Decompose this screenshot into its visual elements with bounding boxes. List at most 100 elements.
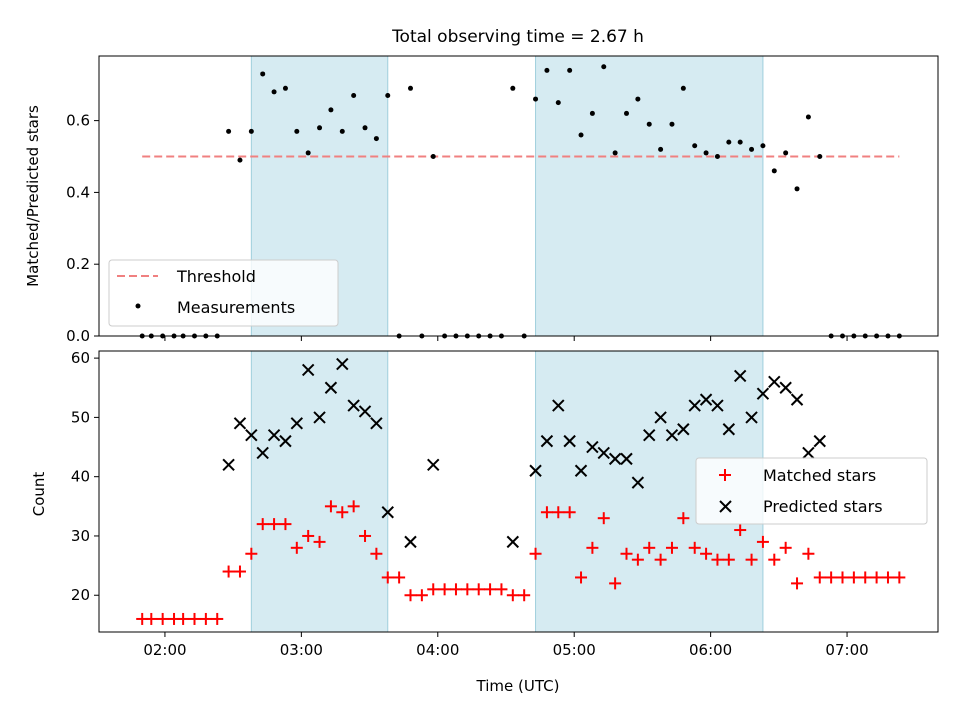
legend-predicted-swatch xyxy=(719,500,732,513)
measurement-point xyxy=(726,139,732,145)
measurement-point xyxy=(567,67,573,73)
predicted-star-point xyxy=(756,387,770,400)
matched-star-point xyxy=(222,565,235,578)
bottom-y-axis-label: Count xyxy=(30,472,48,517)
top-y-ticks: 0.0 0.2 0.4 0.6 xyxy=(66,112,99,345)
measurement-point xyxy=(737,139,743,145)
top-y-tick-label: 0.4 xyxy=(66,183,90,201)
predicted-star-point xyxy=(620,452,633,466)
x-tick-label: 05:00 xyxy=(553,641,596,659)
legend-matched-swatch xyxy=(719,469,731,481)
measurement-point xyxy=(271,89,277,95)
predicted-star-point xyxy=(540,434,554,448)
measurement-point xyxy=(362,125,368,131)
measurement-point xyxy=(544,67,550,73)
predicted-star-point xyxy=(506,535,520,549)
measurement-point xyxy=(760,143,766,149)
matched-star-point xyxy=(449,583,462,596)
predicted-star-point xyxy=(745,411,758,424)
bottom-panel: 20 30 40 50 60 02:00 03:00 04:00 05:00 06:00 07:0… xyxy=(30,349,939,695)
legend-threshold-label: Threshold xyxy=(176,267,256,286)
bottom-axes-frame xyxy=(98,350,939,633)
predicted-star-point xyxy=(631,476,645,489)
matched-star-point xyxy=(438,583,451,596)
top-y-axis-label: Matched/Predicted stars xyxy=(24,105,42,287)
bottom-shaded-interval xyxy=(250,350,389,633)
matched-star-point xyxy=(654,553,667,566)
predicted-star-point xyxy=(733,369,747,383)
top-shaded-intervals xyxy=(250,55,764,337)
bottom-x-ticks: 02:00 03:00 04:00 05:00 06:00 07:00 xyxy=(143,632,869,659)
bottom-y-tick-label: 30 xyxy=(71,527,90,545)
matched-star-point xyxy=(597,512,610,525)
measurement-point xyxy=(282,85,288,91)
bottom-legend: Matched stars Predicted stars xyxy=(695,457,928,525)
matched-star-point xyxy=(256,518,269,531)
matched-star-point xyxy=(233,565,246,578)
predicted-star-point xyxy=(597,446,610,460)
matched-star-point xyxy=(609,577,622,590)
measurement-point xyxy=(305,150,311,156)
measurement-point xyxy=(714,154,720,160)
predicted-star-point xyxy=(381,506,394,519)
matched-star-point xyxy=(279,518,292,531)
top-axes-frame xyxy=(98,55,939,337)
predicted-star-point xyxy=(301,363,315,377)
predicted-star-point xyxy=(563,434,576,448)
top-y-tick-label: 0.6 xyxy=(66,112,90,130)
matched-star-point xyxy=(472,583,485,596)
matched-star-point xyxy=(665,541,678,554)
matched-star-point xyxy=(211,612,224,625)
x-tick-label: 03:00 xyxy=(280,641,323,659)
measurement-point xyxy=(658,146,664,152)
matched-star-point xyxy=(336,506,349,519)
predicted-star-point xyxy=(654,411,667,424)
predicted-star-point xyxy=(574,464,588,477)
matched-stars-points xyxy=(136,500,906,625)
predicted-star-point xyxy=(790,393,804,406)
matched-star-point xyxy=(791,577,804,590)
measurement-point xyxy=(612,150,618,156)
measurement-point xyxy=(351,92,357,98)
matched-star-point xyxy=(268,518,281,531)
predicted-star-point xyxy=(768,375,781,389)
predicted-star-point xyxy=(529,464,542,477)
predicted-stars-points xyxy=(222,357,826,549)
bottom-y-tick-label: 50 xyxy=(71,408,90,426)
top-legend-box xyxy=(108,259,339,327)
top-shaded-interval xyxy=(535,55,764,337)
measurement-point xyxy=(749,146,755,152)
predicted-star-point xyxy=(586,440,599,454)
predicted-star-point xyxy=(347,399,360,412)
matched-star-point xyxy=(540,506,553,519)
predicted-star-point xyxy=(336,357,349,371)
predicted-star-point xyxy=(677,423,690,436)
predicted-star-point xyxy=(802,446,815,460)
measurement-point xyxy=(703,150,709,156)
predicted-star-point xyxy=(643,428,656,442)
x-tick-label: 07:00 xyxy=(825,641,868,659)
measurement-point xyxy=(817,154,823,160)
predicted-star-point xyxy=(267,428,281,442)
measurement-point xyxy=(510,85,516,91)
matched-star-point xyxy=(359,529,372,542)
measurement-point xyxy=(555,100,561,106)
legend-matched-label: Matched stars xyxy=(763,466,876,485)
matched-star-point xyxy=(745,553,758,566)
matched-star-point xyxy=(722,553,735,566)
matched-star-point xyxy=(734,524,747,537)
matched-star-point xyxy=(643,541,656,554)
measurement-point xyxy=(260,71,266,77)
measurement-point xyxy=(601,64,607,70)
bottom-y-tick-label: 20 xyxy=(71,586,90,604)
predicted-star-point xyxy=(665,428,679,442)
predicted-star-point xyxy=(404,535,417,549)
measurement-point xyxy=(385,92,391,98)
predicted-star-point xyxy=(722,423,736,436)
measurement-point xyxy=(669,121,675,127)
measurement-point xyxy=(635,96,641,102)
measurement-point xyxy=(794,186,800,192)
predicted-star-point xyxy=(245,428,258,442)
measurement-point xyxy=(680,85,686,91)
measurements-points xyxy=(139,64,902,339)
